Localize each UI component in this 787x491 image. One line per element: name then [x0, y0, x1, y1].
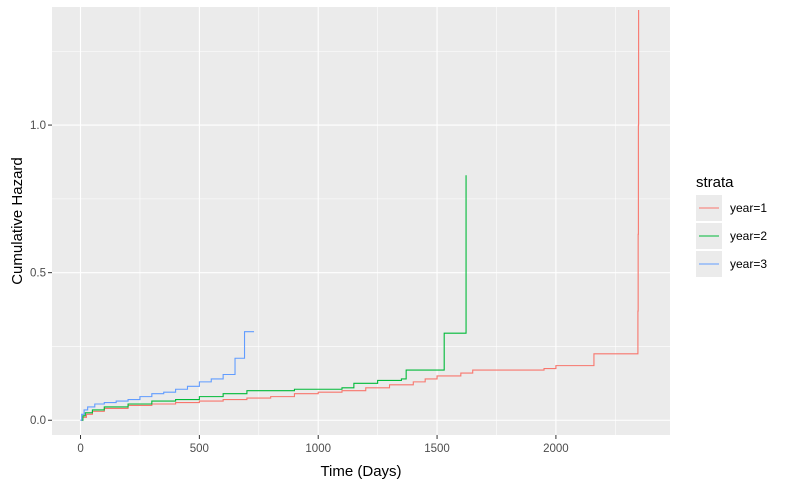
- y-axis-label: Cumulative Hazard: [9, 157, 26, 285]
- x-tick-label: 1500: [424, 443, 450, 455]
- y-axis-ticks: 0.0 0.5 1.0: [30, 120, 52, 427]
- x-tick-label: 0: [77, 443, 83, 455]
- x-axis-label: Time (Days): [320, 463, 401, 480]
- x-tick-label: 500: [190, 443, 209, 455]
- x-axis-ticks: 0 500 1000 1500 2000: [77, 435, 569, 455]
- major-grid: [52, 7, 670, 435]
- y-tick-label: 1.0: [30, 120, 46, 132]
- legend-label: year=2: [730, 229, 767, 243]
- legend-label: year=1: [730, 201, 767, 215]
- x-tick-label: 1000: [305, 443, 331, 455]
- minor-grid: [52, 7, 670, 435]
- legend-label: year=3: [730, 257, 767, 271]
- series-line-year-3: [80, 331, 255, 421]
- legend: strata year=1 year=2 year=3: [696, 174, 767, 277]
- series-line-year-2: [80, 175, 467, 421]
- series-layer: [80, 9, 640, 421]
- plot-panel: [52, 7, 670, 435]
- legend-items: year=1 year=2 year=3: [696, 195, 767, 277]
- y-tick-label: 0.5: [30, 268, 46, 280]
- y-tick-label: 0.0: [30, 415, 46, 427]
- legend-title: strata: [696, 174, 734, 191]
- x-tick-label: 2000: [543, 443, 569, 455]
